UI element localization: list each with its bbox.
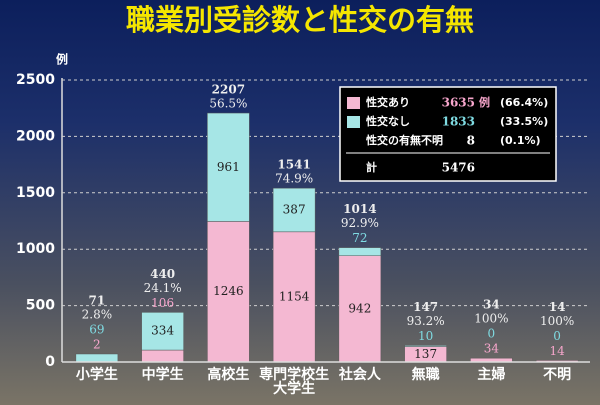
bar-segment	[207, 112, 250, 222]
segment-label: 334	[151, 324, 174, 338]
segment-label: 387	[283, 203, 306, 217]
rate-label: 24.1%	[144, 281, 182, 295]
rate-label: 100%	[474, 312, 508, 326]
bar-segment	[207, 221, 250, 363]
bar-segment	[272, 231, 316, 363]
legend-label: 性交の有無不明	[366, 133, 443, 147]
legend-count: 1833	[442, 115, 475, 129]
segment-label: 34	[484, 342, 500, 356]
segment-label: 14	[549, 344, 565, 358]
segment-label: 2	[93, 337, 101, 351]
chart-title: 職業別受診数と性交の有無	[126, 3, 474, 37]
rate-label: 2.8%	[82, 307, 113, 321]
rate-label: 56.5%	[209, 97, 247, 111]
segment-label: 942	[348, 301, 371, 315]
rate-label: 100%	[540, 314, 574, 328]
legend-count: 3635	[442, 96, 475, 110]
bar-segment	[75, 353, 119, 363]
segment-label: 72	[352, 231, 367, 245]
y-tick-label: 1000	[16, 241, 55, 257]
total-label: 1014	[343, 202, 376, 216]
legend-share: (0.1%)	[500, 134, 541, 147]
rate-label: 74.9%	[275, 172, 313, 186]
x-tick-label: 不明	[543, 367, 572, 383]
legend-share: (33.5%)	[500, 115, 548, 128]
y-tick-label: 2000	[16, 128, 55, 144]
segment-label: 1246	[213, 284, 244, 298]
legend-swatch	[347, 97, 360, 109]
legend-count: 8	[467, 134, 475, 148]
y-tick-label: 1500	[16, 185, 55, 201]
legend-label: 性交あり	[366, 95, 410, 109]
y-tick-label: 0	[45, 354, 55, 370]
legend-swatch	[347, 116, 360, 128]
x-tick-label: 主婦	[477, 367, 506, 383]
legend-box	[339, 86, 557, 182]
total-label: 14	[549, 300, 566, 314]
y-tick-label: 2500	[16, 72, 55, 88]
legend-share: (66.4%)	[500, 96, 548, 109]
rate-label: 93.2%	[407, 314, 445, 328]
bar-segment	[141, 349, 184, 363]
segment-label: 0	[553, 329, 561, 343]
total-label: 1541	[277, 158, 310, 172]
y-tick-label: 500	[26, 298, 55, 314]
total-label: 2207	[212, 83, 245, 97]
bar-segment	[404, 345, 447, 347]
segment-label: 961	[217, 160, 240, 174]
segment-label: 69	[89, 322, 104, 336]
legend-label: 計	[366, 160, 377, 174]
x-tick-label: 無職	[411, 367, 440, 383]
bar-segment	[272, 187, 316, 233]
total-label: 440	[150, 267, 175, 281]
segment-label: 0	[488, 327, 496, 341]
segment-label: 10	[418, 329, 433, 343]
x-tick-label: 小学生	[75, 367, 118, 383]
x-tick-label: 高校生	[207, 367, 250, 383]
total-label: 34	[483, 298, 500, 312]
segment-label: 137	[414, 347, 437, 361]
bar-segment	[338, 247, 382, 256]
legend-count: 5476	[442, 161, 475, 175]
bar-segment	[338, 255, 382, 363]
x-tick-label: 専門学校生 大学生	[259, 367, 330, 397]
x-tick-label: 社会人	[338, 367, 381, 383]
x-tick-label: 中学生	[141, 367, 184, 383]
bar-segment	[141, 312, 184, 351]
y-axis-label: 例	[56, 52, 68, 67]
legend-unit: 例	[479, 95, 490, 109]
segment-label: 1154	[279, 289, 310, 303]
rate-label: 92.9%	[341, 216, 379, 230]
total-label: 147	[413, 300, 438, 314]
total-label: 71	[89, 293, 106, 307]
segment-label: 106	[151, 296, 174, 310]
legend-label: 性交なし	[366, 114, 410, 128]
